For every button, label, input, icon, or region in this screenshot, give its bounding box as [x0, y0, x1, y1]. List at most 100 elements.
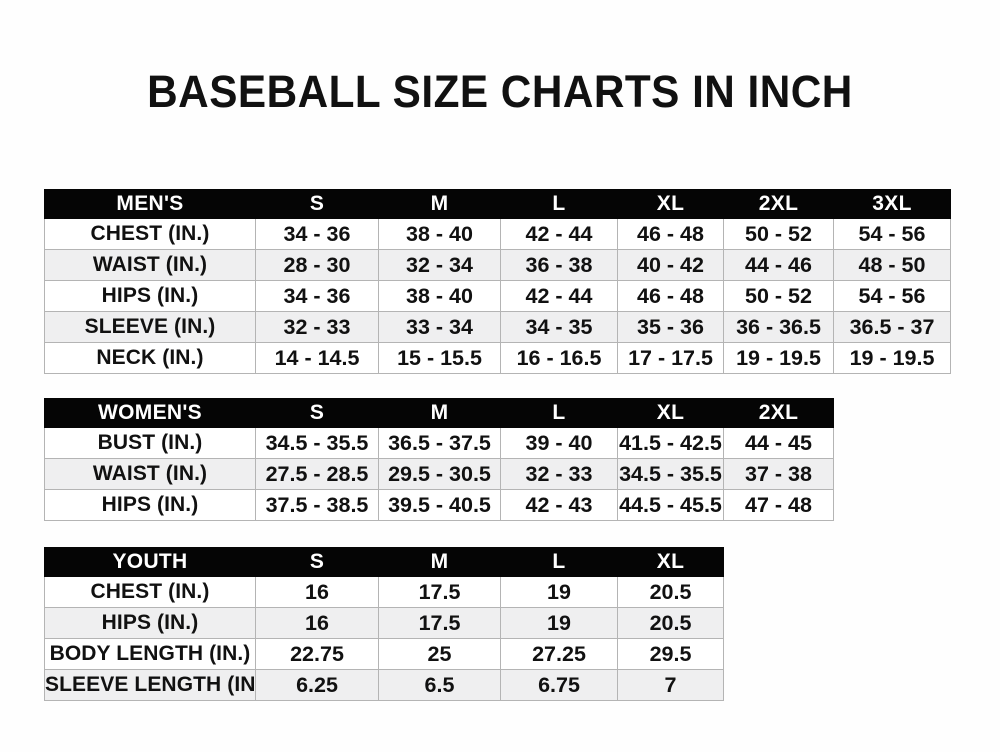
cell-value: 39.5 - 40.5 — [378, 489, 501, 521]
cell-value: 29.5 - 30.5 — [378, 458, 501, 490]
cell-value: 20.5 — [617, 576, 724, 608]
cell-value: 42 - 44 — [500, 280, 618, 312]
row-label: NECK (IN.) — [44, 342, 256, 374]
cell-value: 34.5 - 35.5 — [617, 458, 724, 490]
cell-value: 46 - 48 — [617, 218, 724, 250]
row-label: HIPS (IN.) — [44, 607, 256, 639]
mens-header-size-m: M — [378, 189, 501, 219]
table-row: WAIST (IN.) 28 - 30 32 - 34 36 - 38 40 -… — [44, 249, 951, 281]
mens-header-size-2xl: 2XL — [723, 189, 834, 219]
cell-value: 6.75 — [500, 669, 618, 701]
row-label: WAIST (IN.) — [44, 458, 256, 490]
womens-header-size-2xl: 2XL — [723, 398, 834, 428]
row-label: CHEST (IN.) — [44, 218, 256, 250]
youth-header-size-m: M — [378, 547, 501, 577]
youth-header-size-l: L — [500, 547, 618, 577]
cell-value: 34 - 36 — [255, 280, 379, 312]
table-row: HIPS (IN.) 16 17.5 19 20.5 — [44, 607, 724, 639]
cell-value: 19 - 19.5 — [833, 342, 951, 374]
cell-value: 6.5 — [378, 669, 501, 701]
table-row: HIPS (IN.) 37.5 - 38.5 39.5 - 40.5 42 - … — [44, 489, 834, 521]
cell-value: 20.5 — [617, 607, 724, 639]
row-label: BODY LENGTH (IN.) — [44, 638, 256, 670]
cell-value: 36.5 - 37 — [833, 311, 951, 343]
cell-value: 37 - 38 — [723, 458, 834, 490]
mens-header-size-xl: XL — [617, 189, 724, 219]
cell-value: 34.5 - 35.5 — [255, 427, 379, 459]
cell-value: 36 - 36.5 — [723, 311, 834, 343]
cell-value: 16 — [255, 607, 379, 639]
cell-value: 41.5 - 42.5 — [617, 427, 724, 459]
cell-value: 22.75 — [255, 638, 379, 670]
cell-value: 36 - 38 — [500, 249, 618, 281]
mens-header-size-s: S — [255, 189, 379, 219]
cell-value: 16 - 16.5 — [500, 342, 618, 374]
cell-value: 29.5 — [617, 638, 724, 670]
cell-value: 44 - 46 — [723, 249, 834, 281]
cell-value: 37.5 - 38.5 — [255, 489, 379, 521]
cell-value: 50 - 52 — [723, 280, 834, 312]
cell-value: 54 - 56 — [833, 280, 951, 312]
youth-size-table: YOUTH S M L XL CHEST (IN.) 16 17.5 19 20… — [44, 547, 724, 701]
youth-table-header-row: YOUTH S M L XL — [44, 547, 724, 577]
cell-value: 48 - 50 — [833, 249, 951, 281]
youth-header-size-s: S — [255, 547, 379, 577]
womens-header-size-m: M — [378, 398, 501, 428]
row-label: CHEST (IN.) — [44, 576, 256, 608]
cell-value: 42 - 43 — [500, 489, 618, 521]
cell-value: 7 — [617, 669, 724, 701]
cell-value: 47 - 48 — [723, 489, 834, 521]
cell-value: 35 - 36 — [617, 311, 724, 343]
row-label: BUST (IN.) — [44, 427, 256, 459]
cell-value: 38 - 40 — [378, 218, 501, 250]
cell-value: 25 — [378, 638, 501, 670]
cell-value: 19 - 19.5 — [723, 342, 834, 374]
row-label: HIPS (IN.) — [44, 280, 256, 312]
table-row: NECK (IN.) 14 - 14.5 15 - 15.5 16 - 16.5… — [44, 342, 951, 374]
mens-table-header-row: MEN'S S M L XL 2XL 3XL — [44, 189, 951, 219]
cell-value: 27.25 — [500, 638, 618, 670]
cell-value: 19 — [500, 576, 618, 608]
cell-value: 33 - 34 — [378, 311, 501, 343]
cell-value: 17 - 17.5 — [617, 342, 724, 374]
cell-value: 54 - 56 — [833, 218, 951, 250]
cell-value: 34 - 36 — [255, 218, 379, 250]
table-row: BUST (IN.) 34.5 - 35.5 36.5 - 37.5 39 - … — [44, 427, 834, 459]
table-row: CHEST (IN.) 16 17.5 19 20.5 — [44, 576, 724, 608]
table-row: SLEEVE LENGTH (IN.) 6.25 6.5 6.75 7 — [44, 669, 724, 701]
womens-table-header-row: WOMEN'S S M L XL 2XL — [44, 398, 834, 428]
table-row: CHEST (IN.) 34 - 36 38 - 40 42 - 44 46 -… — [44, 218, 951, 250]
cell-value: 19 — [500, 607, 618, 639]
cell-value: 32 - 34 — [378, 249, 501, 281]
cell-value: 17.5 — [378, 607, 501, 639]
table-row: SLEEVE (IN.) 32 - 33 33 - 34 34 - 35 35 … — [44, 311, 951, 343]
youth-header-size-xl: XL — [617, 547, 724, 577]
womens-header-size-l: L — [500, 398, 618, 428]
womens-size-table: WOMEN'S S M L XL 2XL BUST (IN.) 34.5 - 3… — [44, 398, 834, 521]
cell-value: 34 - 35 — [500, 311, 618, 343]
cell-value: 27.5 - 28.5 — [255, 458, 379, 490]
cell-value: 36.5 - 37.5 — [378, 427, 501, 459]
cell-value: 14 - 14.5 — [255, 342, 379, 374]
row-label: SLEEVE LENGTH (IN.) — [44, 669, 256, 701]
table-row: BODY LENGTH (IN.) 22.75 25 27.25 29.5 — [44, 638, 724, 670]
cell-value: 50 - 52 — [723, 218, 834, 250]
cell-value: 32 - 33 — [500, 458, 618, 490]
cell-value: 38 - 40 — [378, 280, 501, 312]
cell-value: 28 - 30 — [255, 249, 379, 281]
page-title: BASEBALL SIZE CHARTS IN INCH — [147, 66, 853, 117]
cell-value: 16 — [255, 576, 379, 608]
cell-value: 46 - 48 — [617, 280, 724, 312]
mens-size-table: MEN'S S M L XL 2XL 3XL CHEST (IN.) 34 - … — [44, 189, 951, 374]
cell-value: 44 - 45 — [723, 427, 834, 459]
table-row: HIPS (IN.) 34 - 36 38 - 40 42 - 44 46 - … — [44, 280, 951, 312]
mens-header-size-l: L — [500, 189, 618, 219]
cell-value: 44.5 - 45.5 — [617, 489, 724, 521]
row-label: WAIST (IN.) — [44, 249, 256, 281]
row-label: SLEEVE (IN.) — [44, 311, 256, 343]
cell-value: 15 - 15.5 — [378, 342, 501, 374]
cell-value: 42 - 44 — [500, 218, 618, 250]
mens-header-category: MEN'S — [44, 189, 256, 219]
row-label: HIPS (IN.) — [44, 489, 256, 521]
